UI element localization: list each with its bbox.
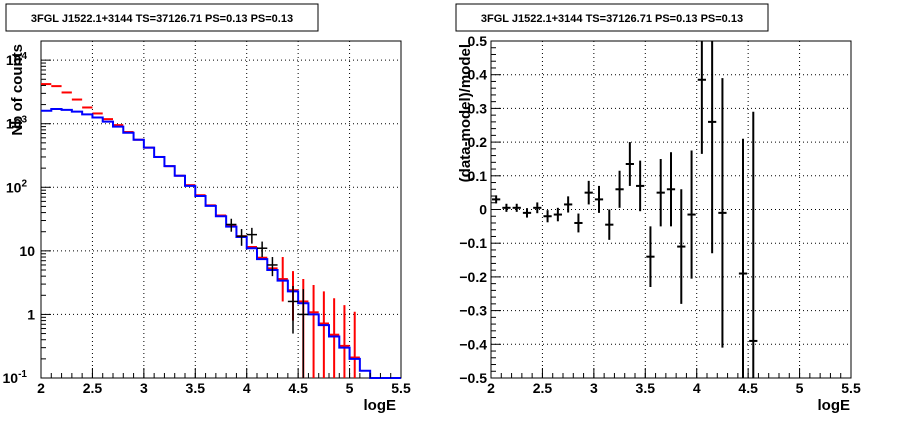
- residuals-x-tick-label: 5: [796, 380, 804, 396]
- counts-title-box: 3FGL J1522.1+3144 TS=37126.71 PS=0.13 PS…: [5, 3, 319, 32]
- counts-y-tick-label: 10: [19, 243, 35, 259]
- counts-x-tick-label: 2.5: [83, 380, 103, 396]
- residuals-x-tick-label: 4.5: [738, 380, 758, 396]
- counts-y-tick-label: 102: [6, 178, 28, 195]
- residuals-ticks: 2 2.5 3 3.5 4 4.5 5 5.5 −0.5 −0.4 −0.3 −0.2 −0.1 0 0.1…: [459, 33, 861, 396]
- counts-y-axis-title: Nb of counts: [9, 44, 26, 136]
- residuals-y-tick-label: −0.4: [459, 336, 487, 352]
- residuals-x-tick-label: 4: [693, 380, 701, 396]
- residuals-y-tick-label: −0.1: [459, 235, 487, 251]
- residuals-y-tick-label: 0.1: [468, 168, 488, 184]
- residuals-panel: 2 2.5 3 3.5 4 4.5 5 5.5 −0.5 −0.4 −0.3 −0.2 −0.1 0 0.1…: [455, 3, 861, 414]
- counts-y-tick-label: 104: [6, 51, 28, 68]
- counts-y-tick-label: 103: [6, 115, 28, 132]
- residuals-x-tick-label: 3.5: [636, 380, 656, 396]
- residuals-y-tick-label: 0.5: [468, 33, 488, 49]
- residuals-x-axis-title: logE: [818, 397, 851, 414]
- counts-x-tick-label: 3: [140, 380, 148, 396]
- counts-panel: 2 2.5 3 3.5 4 4.5 5 5.5 10-1 1 10 102 103 104 3FGL J1…: [3, 3, 411, 414]
- counts-x-tick-label: 4.5: [288, 380, 308, 396]
- residuals-title-box: 3FGL J1522.1+3144 TS=37126.71 PS=0.13 PS…: [455, 3, 769, 32]
- counts-data: [41, 83, 401, 379]
- counts-x-tick-label: 2: [37, 380, 45, 396]
- residuals-y-tick-label: 0.4: [468, 67, 488, 83]
- residuals-y-axis-title: (data-model)/model: [457, 44, 474, 182]
- counts-x-axis-title: logE: [364, 397, 397, 414]
- residuals-y-tick-label: −0.2: [459, 269, 487, 285]
- counts-x-tick-label: 3.5: [186, 380, 206, 396]
- residuals-title: 3FGL J1522.1+3144 TS=37126.71 PS=0.13 PS…: [481, 13, 743, 25]
- counts-y-tick-label: 1: [27, 306, 35, 322]
- residuals-data: [492, 41, 758, 378]
- residuals-y-tick-label: 0.3: [468, 100, 488, 116]
- residuals-y-tick-label: 0: [479, 202, 487, 218]
- residuals-y-tick-label: −0.5: [459, 370, 487, 386]
- residuals-y-tick-label: 0.2: [468, 134, 488, 150]
- counts-y-tick-label: 10-1: [3, 369, 28, 386]
- counts-model-line: [41, 108, 401, 379]
- counts-ticks: 2 2.5 3 3.5 4 4.5 5 5.5 10-1 1 10 102 103 104: [3, 51, 411, 396]
- residuals-y-tick-label: −0.3: [459, 303, 487, 319]
- residuals-grid: [491, 41, 851, 378]
- counts-x-tick-label: 4: [243, 380, 251, 396]
- counts-grid: [41, 41, 401, 378]
- residuals-x-tick-label: 2: [487, 380, 495, 396]
- residuals-x-tick-label: 5.5: [841, 380, 861, 396]
- residuals-x-tick-label: 3: [590, 380, 598, 396]
- counts-x-tick-label: 5: [346, 380, 354, 396]
- residuals-x-tick-label: 2.5: [533, 380, 553, 396]
- counts-x-tick-label: 5.5: [391, 380, 411, 396]
- counts-plot-frame: [40, 40, 402, 379]
- counts-title: 3FGL J1522.1+3144 TS=37126.71 PS=0.13 PS…: [31, 13, 293, 25]
